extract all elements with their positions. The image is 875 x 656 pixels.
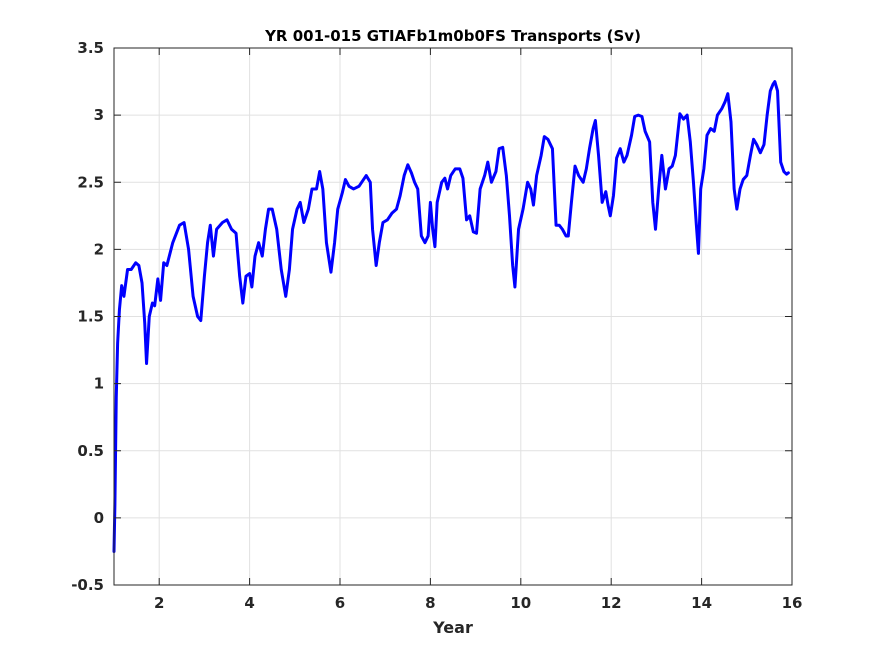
- y-tick-label: 2.5: [77, 173, 104, 191]
- y-tick-label: 2: [94, 240, 104, 258]
- y-tick-label: -0.5: [71, 576, 104, 594]
- x-tick-label: 4: [244, 594, 254, 612]
- y-tick-label: 1.5: [77, 308, 104, 326]
- x-axis-label: Year: [432, 618, 473, 637]
- x-tick-label: 14: [691, 594, 712, 612]
- x-tick-label: 16: [782, 594, 803, 612]
- x-tick-label: 2: [154, 594, 164, 612]
- y-tick-label: 0.5: [77, 442, 104, 460]
- data-series-line: [112, 80, 790, 553]
- x-tick-label: 8: [425, 594, 435, 612]
- plot-area: 2 4 6 8 10 12 14 16 -0.5 0 0.5 1 1.5 2 2.5 3 3.5: [71, 39, 802, 612]
- y-tick-label: 3: [94, 106, 104, 124]
- y-tick-label: 1: [94, 375, 104, 393]
- x-tick-label: 10: [510, 594, 531, 612]
- chart-title: YR 001-015 GTIAFb1m0b0FS Transports (Sv): [264, 27, 641, 45]
- y-tick-label: 0: [94, 509, 104, 527]
- x-tick-label: 6: [335, 594, 345, 612]
- y-tick-label: 3.5: [77, 39, 104, 57]
- x-tick-label: 12: [601, 594, 622, 612]
